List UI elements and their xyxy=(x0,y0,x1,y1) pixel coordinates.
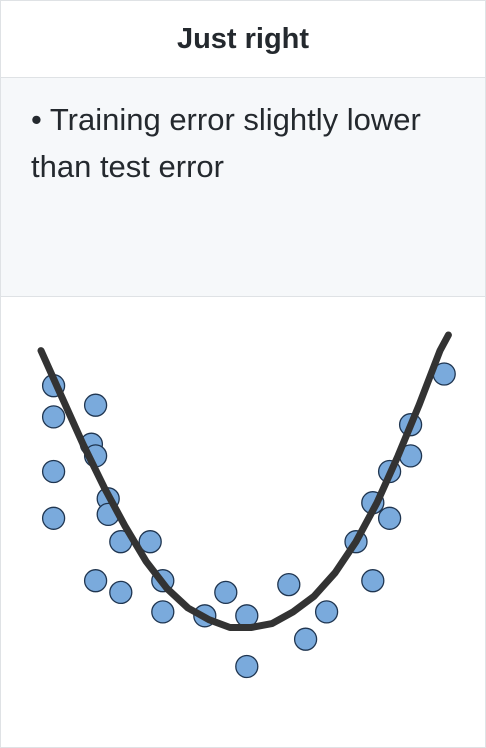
data-point-21 xyxy=(314,600,339,624)
description-cell: • Training error slightly lower than test… xyxy=(0,77,486,297)
data-point-11 xyxy=(109,580,133,605)
data-point-1 xyxy=(41,405,66,429)
data-point-20 xyxy=(293,627,318,651)
data-point-26 xyxy=(377,506,402,530)
data-point-2 xyxy=(41,459,66,484)
bullet-icon: • xyxy=(31,102,42,137)
data-point-12 xyxy=(138,530,162,554)
description-row: • Training error slightly lower than test… xyxy=(0,77,486,297)
plot-cell xyxy=(0,296,486,748)
data-point-14 xyxy=(151,600,175,624)
data-point-19 xyxy=(277,572,301,597)
data-point-18 xyxy=(235,654,259,679)
fit-plot xyxy=(37,331,456,679)
description-text: Training error slightly lower than test … xyxy=(31,102,421,184)
data-point-9 xyxy=(83,569,108,593)
data-point-3 xyxy=(41,506,66,530)
column-header-just-right: Just right xyxy=(0,0,486,78)
fitted-curve xyxy=(37,331,452,631)
header-row: Just right xyxy=(0,0,486,78)
plot-row xyxy=(0,296,486,748)
data-point-4 xyxy=(83,393,108,417)
data-point-16 xyxy=(214,580,238,605)
data-point-24 xyxy=(361,569,385,593)
